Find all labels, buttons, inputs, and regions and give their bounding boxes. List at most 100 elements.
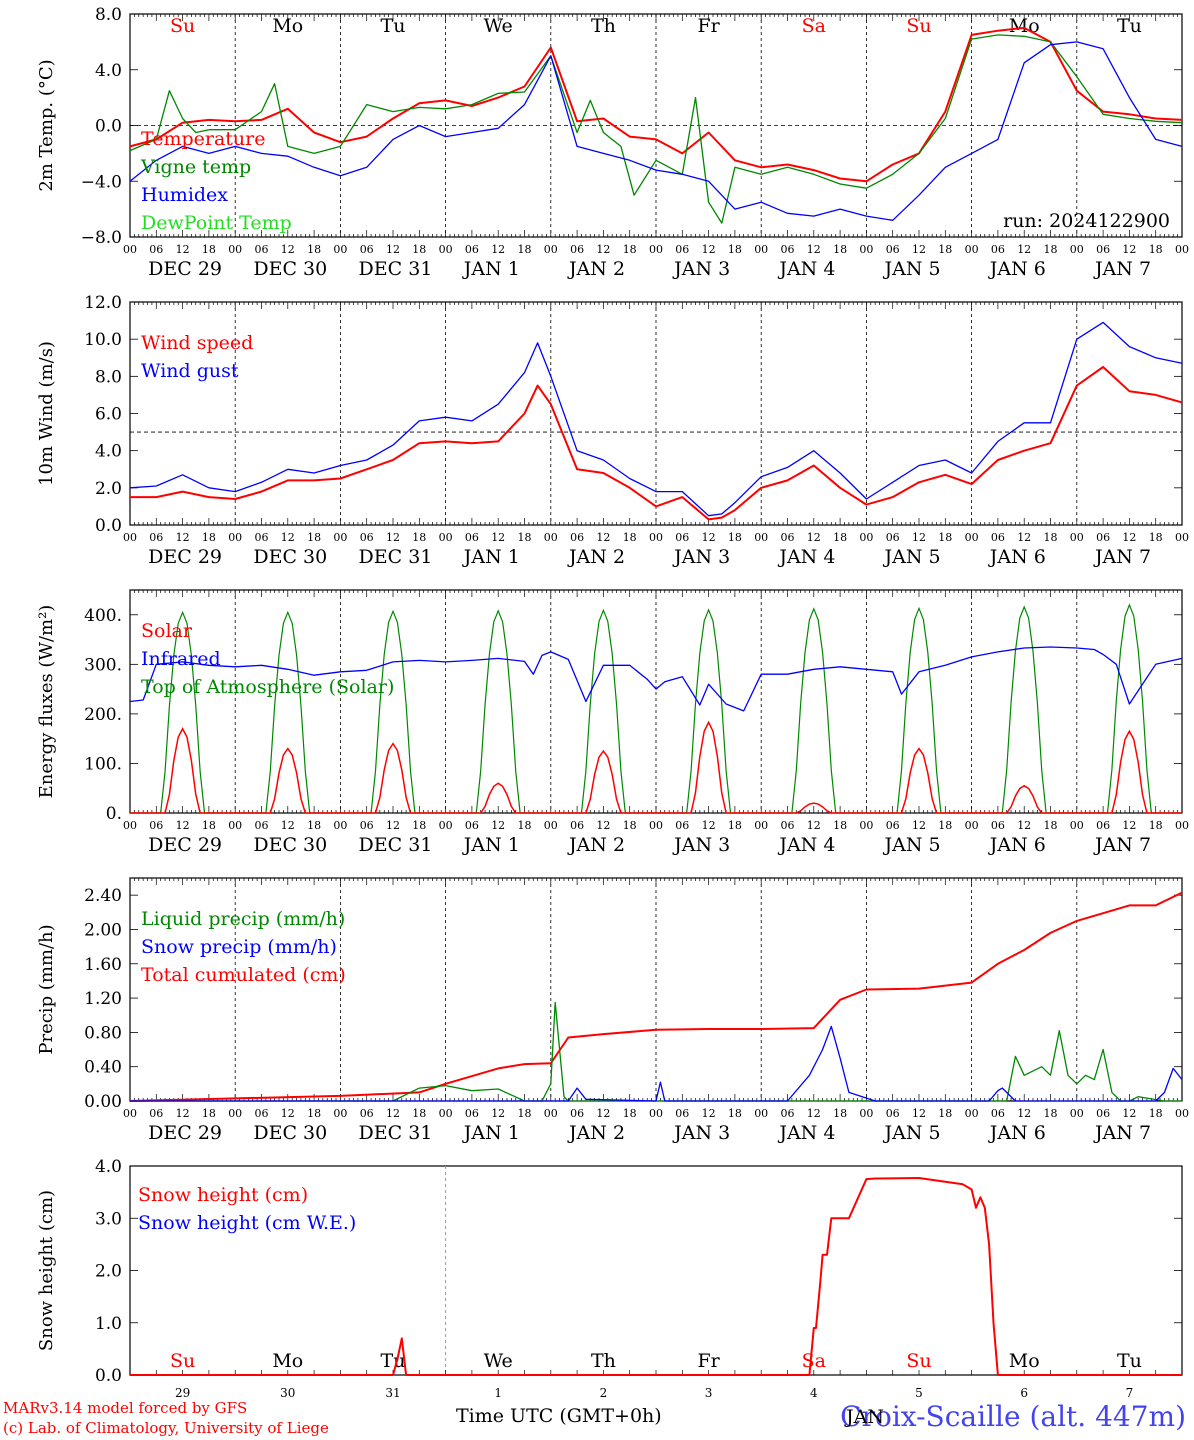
hour-tick-label: 18 xyxy=(307,819,321,832)
date-label: JAN 5 xyxy=(883,834,941,856)
hour-tick-label: 06 xyxy=(360,819,374,832)
series-line-top-of-atmosphere xyxy=(130,603,1182,814)
date-label: JAN 6 xyxy=(988,258,1046,280)
date-label: JAN 4 xyxy=(777,258,835,280)
date-label: DEC 30 xyxy=(253,258,327,280)
hour-tick-label: 12 xyxy=(596,531,610,544)
hour-tick-label: 06 xyxy=(886,1107,900,1120)
hour-tick-label: 12 xyxy=(176,531,190,544)
hour-tick-label: 06 xyxy=(570,1107,584,1120)
hour-tick-label: 00 xyxy=(649,819,663,832)
date-label: JAN 6 xyxy=(988,1122,1046,1144)
weekday-label: Th xyxy=(591,15,616,37)
date-label: JAN 7 xyxy=(1093,258,1151,280)
hour-tick-label: 00 xyxy=(859,1107,873,1120)
hour-tick-label: 00 xyxy=(1175,819,1189,832)
hour-tick-label: 12 xyxy=(386,531,400,544)
hour-tick-label: 12 xyxy=(596,243,610,256)
legend-entry: Infrared xyxy=(141,648,221,670)
hour-tick-label: 18 xyxy=(623,819,637,832)
legend-entry: Temperature xyxy=(141,128,265,150)
hour-tick-label: 00 xyxy=(1070,243,1084,256)
hour-tick-label: 18 xyxy=(833,819,847,832)
hour-tick-label: 18 xyxy=(412,531,426,544)
hour-tick-label: 00 xyxy=(228,1107,242,1120)
hour-tick-label: 06 xyxy=(360,531,374,544)
hour-tick-label: 00 xyxy=(859,819,873,832)
legend-entry: Solar xyxy=(141,620,193,642)
hour-tick-label: 12 xyxy=(1017,243,1031,256)
hour-tick-label: 18 xyxy=(202,819,216,832)
hour-tick-label: 06 xyxy=(675,1107,689,1120)
hour-tick-label: 06 xyxy=(991,243,1005,256)
hour-tick-label: 06 xyxy=(149,243,163,256)
hour-tick-label: 18 xyxy=(412,1107,426,1120)
hour-tick-label: 18 xyxy=(623,243,637,256)
hour-tick-label: 12 xyxy=(1017,819,1031,832)
date-label: JAN 2 xyxy=(567,1122,625,1144)
date-label: JAN 3 xyxy=(672,1122,730,1144)
hour-tick-label: 12 xyxy=(281,819,295,832)
hour-tick-label: 00 xyxy=(859,243,873,256)
date-label: JAN 3 xyxy=(672,834,730,856)
day-number-label: 7 xyxy=(1126,1386,1134,1400)
day-number-label: 29 xyxy=(175,1386,190,1400)
hour-tick-label: 12 xyxy=(176,243,190,256)
hour-tick-label: 12 xyxy=(491,531,505,544)
date-label: JAN 4 xyxy=(777,546,835,568)
hour-tick-label: 00 xyxy=(965,531,979,544)
hour-tick-label: 06 xyxy=(255,819,269,832)
hour-tick-label: 12 xyxy=(1017,1107,1031,1120)
hour-tick-label: 06 xyxy=(570,531,584,544)
hour-tick-label: 06 xyxy=(991,1107,1005,1120)
hour-tick-label: 18 xyxy=(307,243,321,256)
date-label: JAN 7 xyxy=(1093,1122,1151,1144)
y-tick-label: 6.0 xyxy=(95,405,122,425)
weekday-label: Sa xyxy=(802,1350,826,1372)
hour-tick-label: 06 xyxy=(991,531,1005,544)
hour-tick-label: 12 xyxy=(491,819,505,832)
y-tick-label: 0.0 xyxy=(95,516,122,536)
series-line-snow-precip-mm-h xyxy=(130,1025,1183,1102)
hour-tick-label: 06 xyxy=(465,531,479,544)
hour-tick-label: 00 xyxy=(1070,1107,1084,1120)
legend-entry: DewPoint Temp xyxy=(141,212,292,234)
date-label: JAN 1 xyxy=(462,834,520,856)
hour-tick-label: 06 xyxy=(781,1107,795,1120)
station-name: Croix-Scaille (alt. 447m) xyxy=(840,1400,1186,1433)
hour-tick-label: 06 xyxy=(1096,1107,1110,1120)
legend-entry: Total cumulated (cm) xyxy=(141,964,346,986)
y-tick-label: 2.40 xyxy=(84,886,122,906)
plot-frame xyxy=(129,589,1183,814)
series-line-snow-height-cm xyxy=(130,1177,1182,1376)
hour-tick-label: 18 xyxy=(1149,819,1163,832)
legend-entry: Snow precip (mm/h) xyxy=(141,936,337,958)
legend-entry: Top of Atmosphere (Solar) xyxy=(141,676,394,698)
hour-tick-label: 00 xyxy=(1175,531,1189,544)
hour-tick-label: 06 xyxy=(886,243,900,256)
series-group xyxy=(129,26,1183,224)
hour-tick-label: 12 xyxy=(702,243,716,256)
series-group xyxy=(130,1177,1182,1376)
y-axis-label: Energy fluxes (W/m²) xyxy=(36,605,57,799)
date-label: JAN 5 xyxy=(883,258,941,280)
hour-tick-label: 12 xyxy=(281,243,295,256)
hour-tick-label: 00 xyxy=(1070,531,1084,544)
hour-tick-label: 12 xyxy=(807,531,821,544)
hour-tick-label: 00 xyxy=(439,531,453,544)
series-group xyxy=(129,603,1183,814)
hour-tick-label: 00 xyxy=(544,819,558,832)
date-label: DEC 29 xyxy=(148,546,222,568)
date-label: JAN 4 xyxy=(777,1122,835,1144)
hour-tick-label: 00 xyxy=(544,1107,558,1120)
hour-tick-label: 06 xyxy=(255,531,269,544)
hour-tick-label: 18 xyxy=(728,531,742,544)
hour-tick-label: 18 xyxy=(833,243,847,256)
hour-tick-label: 18 xyxy=(1149,1107,1163,1120)
y-tick-label: 0.0 xyxy=(95,1366,122,1386)
hour-tick-label: 06 xyxy=(465,243,479,256)
hour-tick-label: 18 xyxy=(518,243,532,256)
hour-tick-label: 12 xyxy=(596,819,610,832)
hour-tick-label: 18 xyxy=(518,819,532,832)
date-label: DEC 31 xyxy=(359,258,433,280)
